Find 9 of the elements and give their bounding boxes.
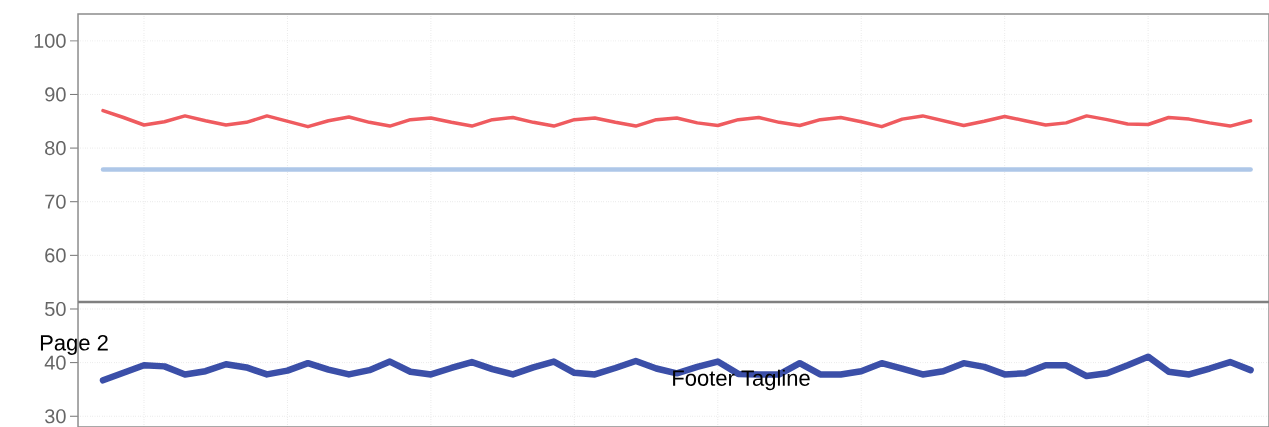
y-tick-label: 50 xyxy=(45,301,66,317)
y-tick-label: 40 xyxy=(44,355,66,370)
y-tick-label: 60 xyxy=(45,248,66,263)
y-tick-label: 100 xyxy=(34,33,66,48)
y-tick-label: 30 xyxy=(45,409,66,424)
y-tick-label: 90 xyxy=(45,87,66,102)
y-tick-label: 80 xyxy=(45,141,66,156)
annotation: Page 2 xyxy=(40,335,108,355)
y-tick-label: 70 xyxy=(45,194,66,209)
